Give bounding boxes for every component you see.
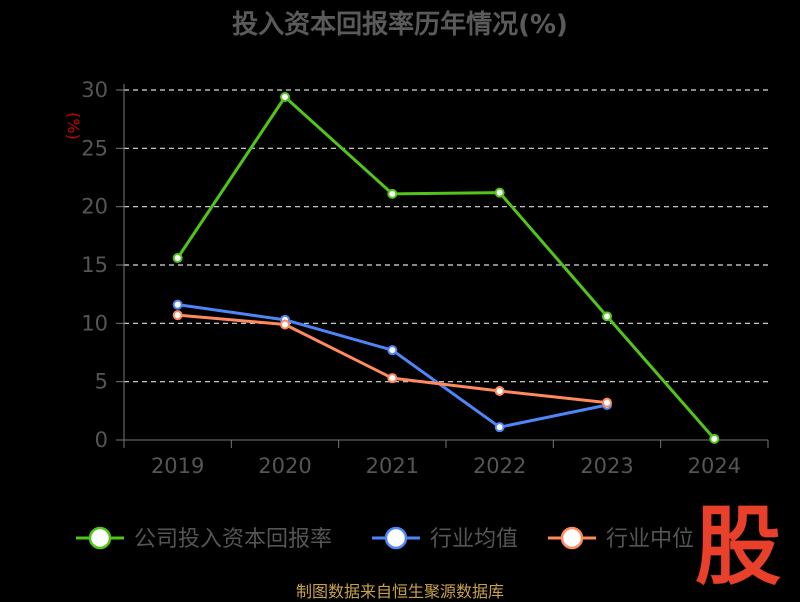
x-tick-label: 2020 xyxy=(258,454,311,478)
data-point-0 xyxy=(709,433,720,444)
data-point-2 xyxy=(280,319,290,330)
legend-label: 公司投入资本回报率 xyxy=(134,527,332,552)
series-line-2 xyxy=(177,313,608,405)
data-point-0 xyxy=(602,311,612,322)
data-point-1 xyxy=(387,345,398,356)
y-tick-label: 15 xyxy=(81,253,108,277)
data-point-0 xyxy=(280,92,290,102)
data-point-2 xyxy=(172,310,183,321)
series-lines xyxy=(172,92,720,444)
data-point-2 xyxy=(602,397,612,408)
x-tick-label: 2021 xyxy=(366,454,419,478)
data-point-1 xyxy=(494,422,505,433)
legend-marker-circle xyxy=(88,526,112,550)
y-axis-label: (%) xyxy=(64,112,83,140)
y-tick-label: 20 xyxy=(81,195,108,219)
grid-lines xyxy=(124,89,768,383)
data-point-0 xyxy=(494,187,505,198)
x-tick-label: 2022 xyxy=(473,454,526,478)
x-tick-label: 2023 xyxy=(580,454,633,478)
legend-marker-circle xyxy=(384,526,408,550)
axes: 0 5 10 15 20 25 30 2019 2020 2021 2022 2023 2024 xyxy=(81,78,769,478)
source-note: 制图数据来自恒生聚源数据库 xyxy=(295,582,504,601)
stock-logo-icon: 股 xyxy=(695,498,781,590)
data-point-0 xyxy=(172,253,183,263)
legend-label: 行业中位 xyxy=(606,527,694,552)
chart-title: 投入资本回报率历年情况(%) xyxy=(232,9,568,40)
x-tick-label: 2024 xyxy=(688,454,741,478)
series-line-0 xyxy=(176,95,716,440)
y-tick-label: 30 xyxy=(81,78,108,102)
y-tick-label: 25 xyxy=(81,136,108,160)
watermark-glyph: 股 xyxy=(695,498,781,590)
x-tick-label: 2019 xyxy=(151,454,204,478)
data-point-2 xyxy=(387,373,398,384)
y-tick-label: 0 xyxy=(95,428,108,452)
y-tick-label: 5 xyxy=(95,370,108,394)
legend-label: 行业均值 xyxy=(430,527,518,552)
legend-marker-circle xyxy=(560,526,584,550)
data-point-0 xyxy=(387,188,398,199)
y-tick-label: 10 xyxy=(81,311,108,335)
data-point-2 xyxy=(494,386,505,396)
data-point-1 xyxy=(172,299,183,310)
legend: 公司投入资本回报率 行业均值 行业中位 xyxy=(76,526,694,552)
